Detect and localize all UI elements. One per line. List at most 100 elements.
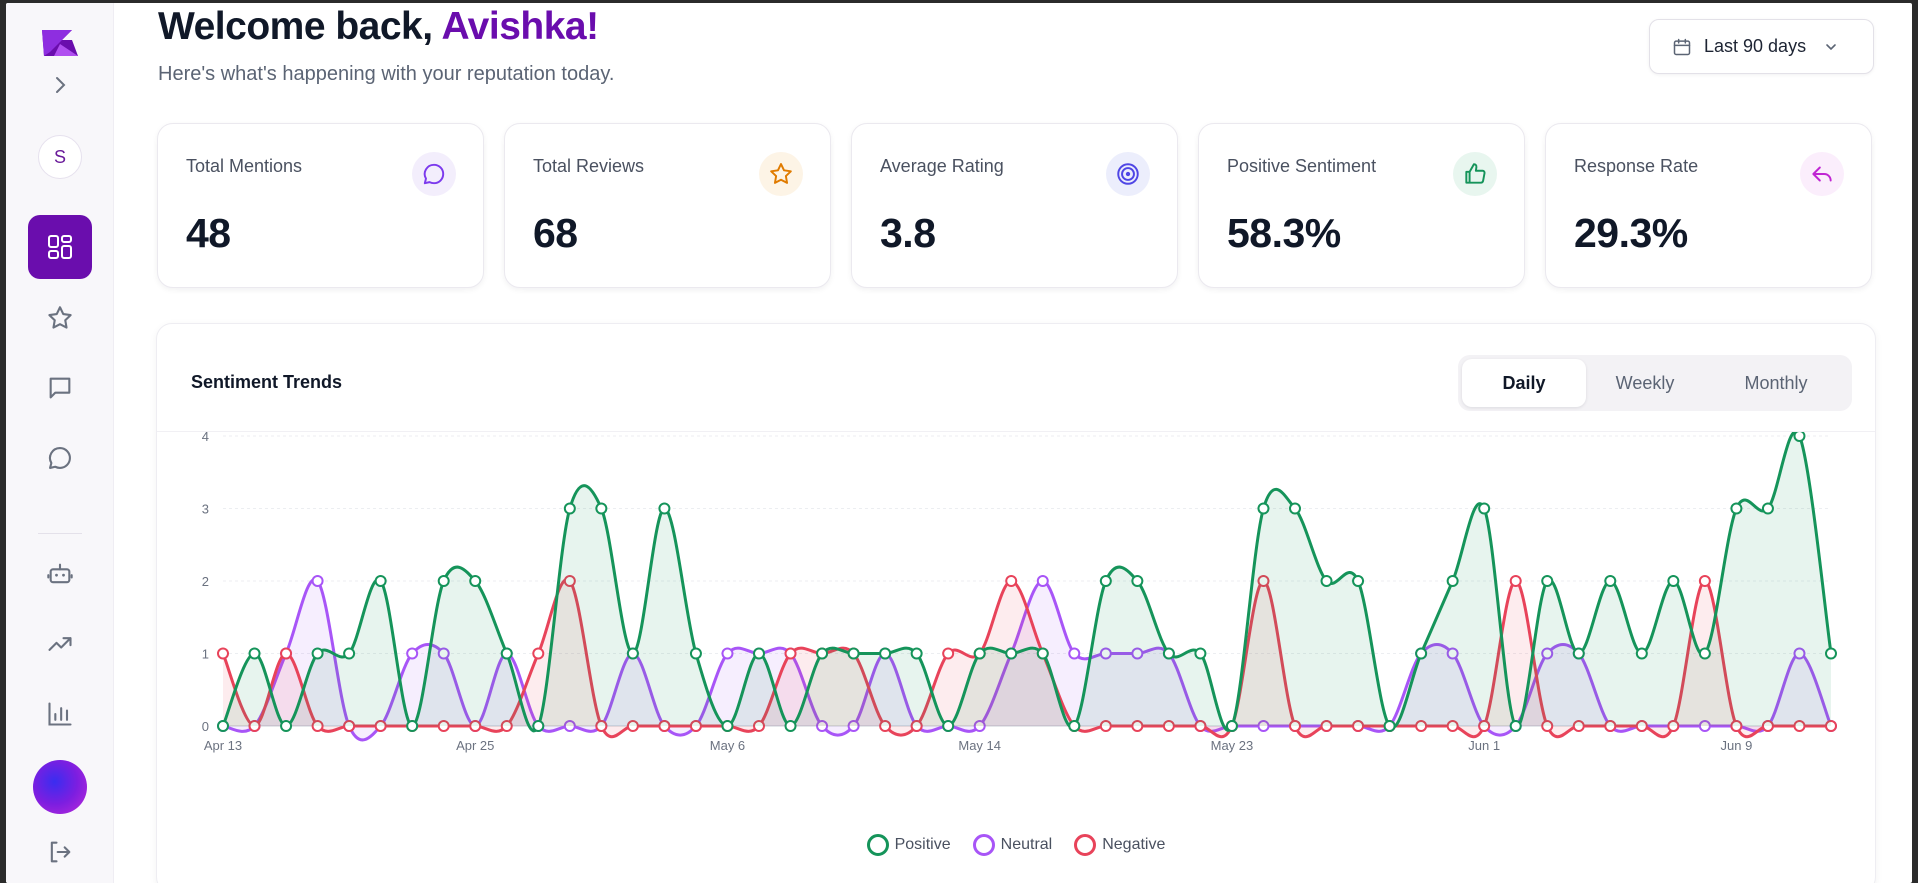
data-point-positive	[1131, 575, 1144, 587]
data-point-negative	[626, 720, 639, 732]
legend-item-positive[interactable]: Positive	[866, 834, 951, 856]
data-point-neutral	[1099, 647, 1112, 660]
nav-trends[interactable]	[6, 627, 114, 661]
data-point-positive	[1068, 720, 1081, 732]
data-point-neutral	[1793, 647, 1806, 660]
data-point-negative	[1793, 720, 1806, 732]
user-avatar[interactable]	[6, 759, 114, 815]
workspace-avatar: S	[38, 135, 82, 179]
sidebar-divider	[38, 533, 82, 534]
legend-item-negative[interactable]: Negative	[1074, 834, 1165, 856]
nav-mentions[interactable]	[6, 441, 114, 475]
data-point-negative	[1131, 720, 1144, 732]
stat-value: 58.3%	[1227, 210, 1341, 256]
calendar-icon	[1673, 38, 1691, 55]
nav-dashboard[interactable]	[6, 215, 114, 279]
data-point-negative	[1572, 720, 1585, 732]
stat-title: Positive Sentiment	[1227, 156, 1377, 176]
data-point-positive	[500, 647, 513, 660]
log-out-icon	[50, 841, 71, 863]
data-point-positive	[784, 720, 797, 732]
message-square-icon	[49, 377, 71, 399]
data-point-negative	[280, 647, 293, 660]
stat-card-total-reviews: Total Reviews 68	[504, 123, 831, 288]
panel-header: Sentiment Trends Daily Weekly Monthly	[157, 324, 1875, 432]
data-point-negative	[658, 720, 671, 732]
data-point-negative	[1730, 720, 1743, 732]
logout-button[interactable]	[6, 835, 114, 869]
data-point-positive	[595, 502, 608, 515]
sidebar: S	[6, 3, 114, 883]
data-point-positive	[1383, 720, 1396, 732]
nav-analytics[interactable]	[6, 697, 114, 731]
data-point-positive	[1446, 575, 1459, 587]
data-point-neutral	[563, 720, 576, 732]
data-point-positive	[1036, 647, 1049, 660]
nav-reviews[interactable]	[6, 301, 114, 335]
stat-value: 29.3%	[1574, 210, 1688, 256]
data-point-negative	[1604, 720, 1617, 732]
data-point-neutral	[437, 647, 450, 660]
data-point-positive	[1194, 647, 1207, 660]
data-point-neutral	[1541, 647, 1554, 660]
stat-value: 48	[186, 210, 231, 256]
chart-legend: Positive Neutral Negative	[157, 834, 1875, 856]
data-point-negative	[563, 575, 576, 587]
data-point-positive	[626, 647, 639, 660]
y-tick-label: 0	[202, 719, 209, 734]
bar-chart-icon	[48, 702, 72, 726]
data-point-neutral	[847, 720, 860, 732]
date-range-select[interactable]: Last 90 days	[1649, 19, 1874, 74]
data-point-negative	[595, 720, 608, 732]
tab-daily[interactable]: Daily	[1462, 359, 1586, 407]
tab-weekly[interactable]: Weekly	[1615, 372, 1675, 393]
data-point-neutral	[1036, 575, 1049, 587]
nav-ai-assistant[interactable]	[6, 557, 114, 591]
data-point-positive	[879, 647, 892, 660]
stat-title: Average Rating	[880, 156, 1004, 176]
data-point-positive	[248, 647, 261, 660]
legend-marker-neutral	[972, 834, 995, 856]
workspace-switcher[interactable]: S	[6, 135, 114, 179]
stat-card-positive-sentiment: Positive Sentiment 58.3%	[1198, 123, 1525, 288]
expand-sidebar-button[interactable]	[6, 73, 114, 97]
data-point-negative	[1257, 575, 1270, 587]
legend-item-neutral[interactable]: Neutral	[972, 834, 1052, 856]
data-point-negative	[1635, 720, 1648, 732]
app-logo[interactable]	[6, 25, 114, 61]
data-point-positive	[816, 647, 829, 660]
data-point-negative	[343, 720, 356, 732]
data-point-positive	[532, 720, 545, 732]
data-point-positive	[1005, 647, 1018, 660]
stat-card-response-rate: Response Rate 29.3%	[1545, 123, 1872, 288]
reply-icon	[1800, 152, 1844, 196]
chat-bubble-icon	[412, 152, 456, 196]
data-point-positive	[1257, 502, 1270, 515]
star-icon	[759, 152, 803, 196]
page-title: Welcome back, Avishka!	[158, 5, 599, 49]
greeting-text: Welcome back,	[158, 5, 442, 48]
data-point-negative	[1289, 720, 1301, 732]
data-point-positive	[1352, 575, 1365, 587]
stat-value: 68	[533, 210, 578, 256]
tab-monthly[interactable]: Monthly	[1744, 372, 1808, 393]
data-point-negative	[1667, 720, 1680, 732]
data-point-neutral	[1698, 720, 1711, 732]
chevron-right-icon	[56, 77, 66, 93]
data-point-neutral	[816, 720, 829, 732]
data-point-negative	[1099, 720, 1112, 732]
nav-messages[interactable]	[6, 371, 114, 405]
data-point-positive	[1509, 720, 1522, 732]
stat-card-total-mentions: Total Mentions 48	[157, 123, 484, 288]
x-tick-label: May 14	[958, 738, 1001, 753]
logo-icon	[42, 30, 78, 56]
legend-marker-positive	[866, 834, 889, 856]
x-tick-label: Jun 1	[1468, 738, 1500, 753]
data-point-negative	[217, 647, 229, 660]
data-point-positive	[973, 647, 986, 660]
data-point-positive	[343, 647, 356, 660]
sentiment-line-chart: 0 1 2 3 4 Apr 13 Apr 25 May 6 May 14 May 23 Jun 1 J…	[202, 432, 1837, 753]
data-point-positive	[1099, 575, 1112, 587]
y-tick-label: 1	[202, 647, 209, 662]
data-point-positive	[1667, 575, 1680, 587]
